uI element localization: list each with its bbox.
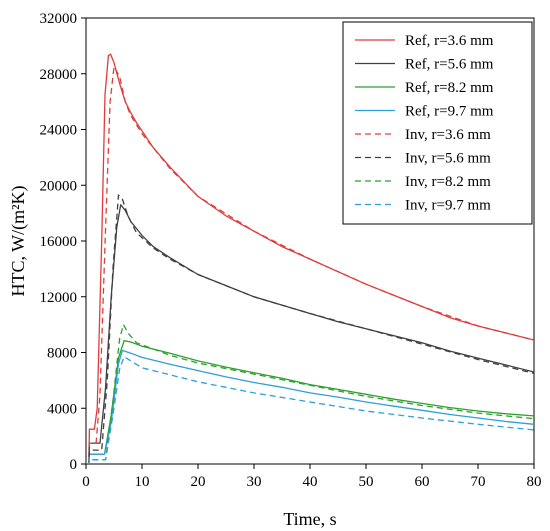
series-line-2	[86, 204, 534, 464]
x-tick-label: 0	[82, 474, 90, 490]
series-line-6	[86, 194, 534, 464]
legend-label: Ref, r=5.6 mm	[405, 57, 494, 73]
y-tick-label: 20000	[40, 178, 78, 194]
series-lines	[86, 53, 534, 464]
y-axis-title: HTC, W/(m²K)	[8, 185, 29, 296]
legend-label: Inv, r=5.6 mm	[405, 151, 491, 167]
x-tick-label: 60	[415, 474, 430, 490]
legend-label: Inv, r=9.7 mm	[405, 198, 491, 214]
y-tick-label: 24000	[40, 123, 78, 139]
y-tick-label: 28000	[40, 67, 78, 83]
x-tick-label: 30	[247, 474, 262, 490]
legend-label: Inv, r=3.6 mm	[405, 127, 491, 143]
series-line-4	[86, 349, 534, 464]
x-tick-label: 10	[135, 474, 150, 490]
series-line-8	[86, 356, 534, 464]
series-line-1	[86, 53, 534, 464]
axis-ticks: 0 10 20 30 40 50 60 70 80 0 4000 8000 12000 16000 2000…	[40, 11, 542, 490]
x-tick-label: 20	[191, 474, 206, 490]
x-tick-label: 50	[359, 474, 374, 490]
y-tick-label: 4000	[47, 401, 77, 417]
legend-label: Ref, r=8.2 mm	[405, 80, 494, 96]
legend-box	[342, 21, 533, 225]
series-line-5	[86, 66, 534, 464]
y-tick-label: 32000	[40, 11, 78, 27]
y-tick-label: 12000	[40, 290, 78, 306]
y-tick-label: 16000	[40, 234, 78, 250]
legend: Ref, r=3.6 mm Ref, r=5.6 mm Ref, r=8.2 mm R…	[342, 21, 533, 225]
x-tick-label: 40	[303, 474, 318, 490]
x-axis-title: Time, s	[283, 509, 336, 529]
y-tick-label: 0	[70, 457, 78, 473]
x-tick-label: 80	[527, 474, 542, 490]
legend-label: Ref, r=3.6 mm	[405, 33, 494, 49]
x-tick-label: 70	[471, 474, 486, 490]
legend-label: Inv, r=8.2 mm	[405, 174, 491, 190]
series-line-7	[86, 323, 534, 464]
legend-label: Ref, r=9.7 mm	[405, 104, 494, 120]
y-tick-label: 8000	[47, 346, 77, 362]
